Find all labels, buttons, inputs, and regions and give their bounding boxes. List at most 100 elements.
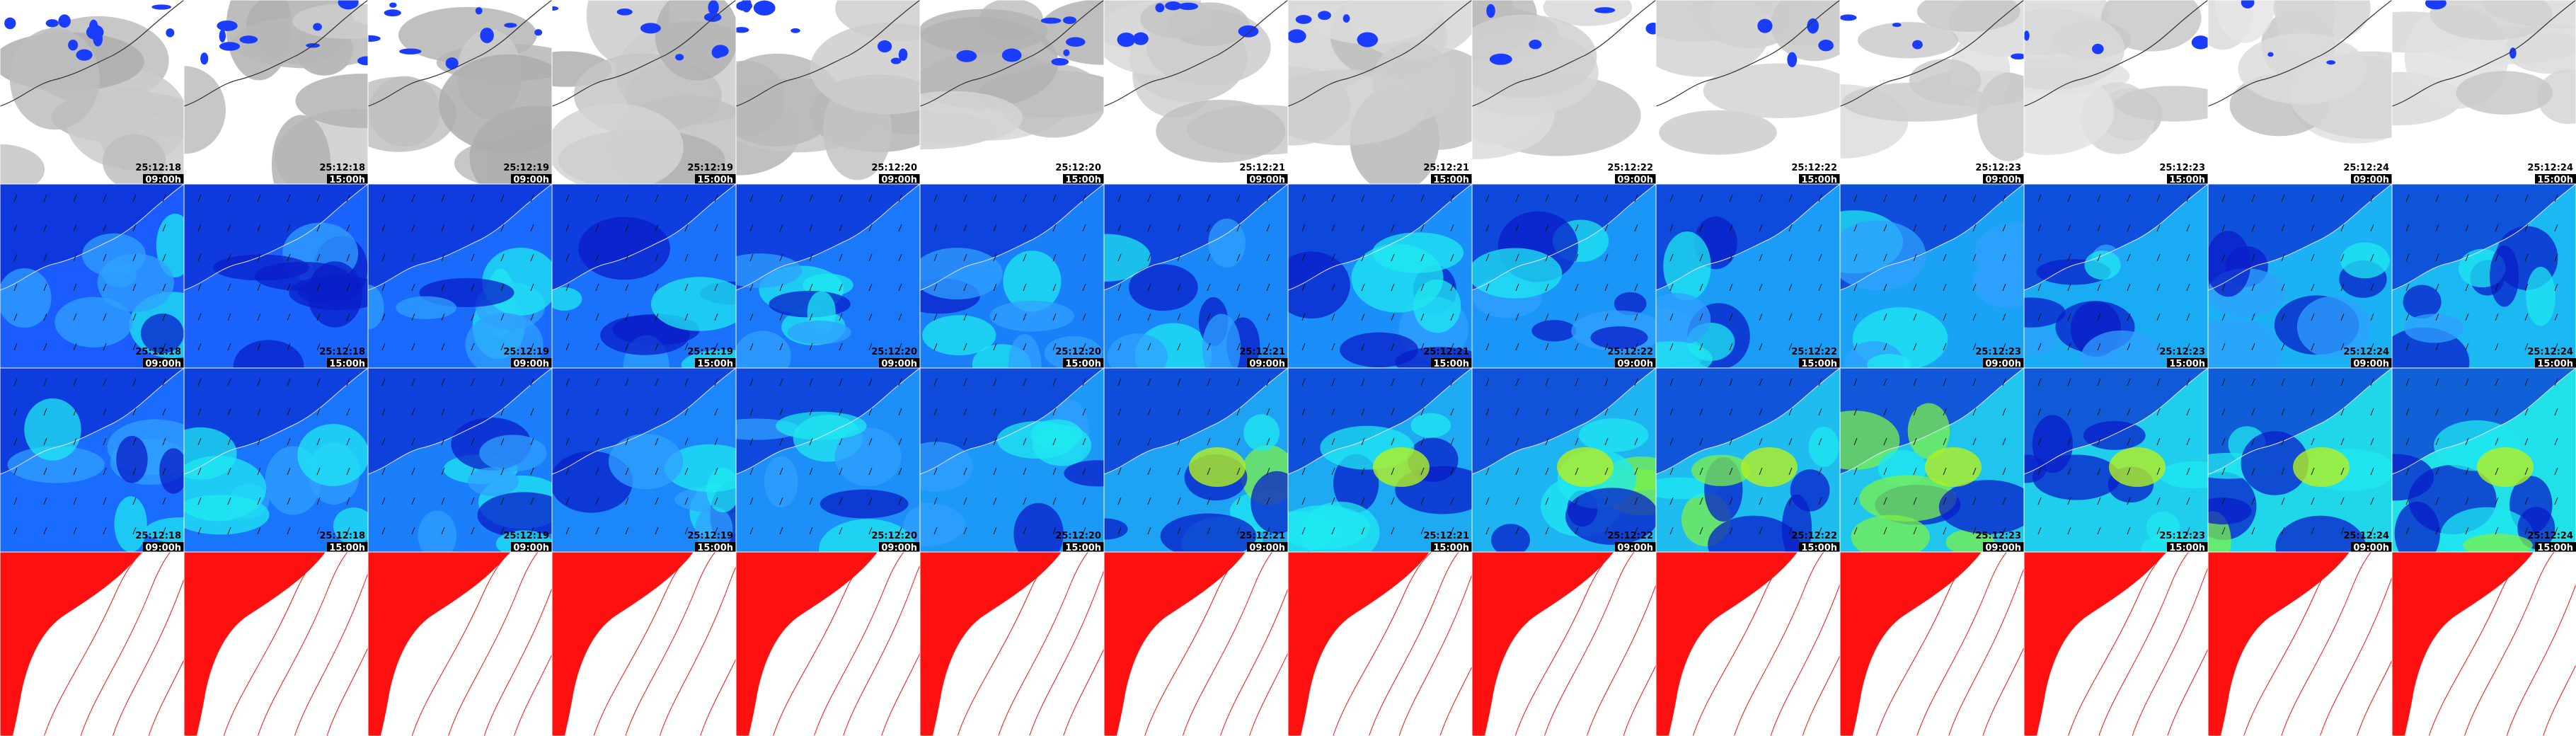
wind-arrow (1391, 437, 1395, 446)
wind-arrow (933, 194, 938, 202)
time-box (1615, 174, 1656, 184)
wind-arrow (530, 194, 534, 202)
wind-arrow (1759, 467, 1763, 476)
wind-arrow (2156, 408, 2161, 416)
contour-line (223, 552, 323, 736)
wind-arrow (565, 527, 570, 535)
contour-line (593, 552, 694, 736)
wind-arrow (2524, 437, 2529, 446)
wind-arrow (933, 253, 938, 262)
wind-arrow (1575, 224, 1579, 232)
wind-arrow (1301, 253, 1306, 262)
wind-arrow (500, 224, 505, 232)
wind-arrow (655, 253, 659, 262)
wind-arrow (779, 408, 783, 416)
time-box (2535, 174, 2576, 184)
wind-arrow (2554, 437, 2558, 446)
wind-max (2109, 447, 2166, 487)
wind-arrow (500, 408, 505, 416)
precip (1051, 58, 1069, 66)
wind-arrow (2156, 253, 2161, 262)
wind-arrow (868, 378, 873, 386)
tile-content (368, 552, 552, 736)
wind-arrow (73, 408, 77, 416)
wind-arrow (441, 194, 445, 202)
wind-arrow (1818, 194, 1822, 202)
wind-arrow (1972, 437, 1977, 446)
wind-arrow (1943, 253, 1947, 262)
wind-arrow (530, 497, 534, 505)
wind-arrow (1117, 253, 1122, 262)
wind-arrow (1883, 497, 1887, 505)
tile-content (2024, 368, 2208, 552)
tile-content (184, 184, 368, 368)
wind-arrow (2002, 283, 2006, 292)
wind-arrow (1604, 343, 1609, 351)
wind-arrow (500, 313, 505, 321)
wind-arrow (625, 527, 629, 535)
time-box (2351, 542, 2392, 552)
wind-arrow (2127, 253, 2131, 262)
tile-time: 09:00h (1249, 543, 1285, 553)
tile-content (1472, 0, 1656, 184)
wind-arrow (1818, 224, 1822, 232)
wind-arrow (1331, 467, 1335, 476)
wind-arrow (1853, 378, 1858, 386)
tile-time: 15:00h (2169, 359, 2205, 369)
wind-arrow (2435, 408, 2439, 416)
wind-arrow (227, 194, 231, 202)
cloud (1292, 0, 1447, 45)
contour-line (2428, 552, 2529, 736)
wind-arrow (1699, 527, 1703, 535)
tile-time: 15:00h (1065, 359, 1101, 369)
wind-arrow (1913, 497, 1917, 505)
wind-arrow (1361, 343, 1365, 351)
wind-arrow (1023, 408, 1027, 416)
wind-arrow (1117, 437, 1122, 446)
wind-arrow (1972, 194, 1977, 202)
field-patch (2024, 454, 2047, 483)
land-contours (1656, 552, 1798, 736)
precip (1912, 40, 1923, 50)
tile-date: 25:12:24 (2527, 531, 2573, 541)
wind-arrow (1420, 378, 1425, 386)
cloud (920, 91, 1023, 144)
wind-arrow (2370, 408, 2374, 416)
wind-arrow (1391, 194, 1395, 202)
tile-date: 25:12:24 (2343, 531, 2389, 541)
tile-date: 25:12:21 (1423, 347, 1469, 357)
wind-arrow (2495, 437, 2499, 446)
tile-time: 15:00h (2169, 543, 2205, 553)
wind-arrow (1301, 224, 1306, 232)
wind-arrow (1943, 224, 1947, 232)
wind-arrow (1052, 408, 1057, 416)
wind-arrow (2156, 313, 2161, 321)
time-box (1431, 174, 1472, 184)
wind-arrow (471, 467, 475, 476)
wind-arrow (2221, 313, 2226, 321)
cloud (292, 3, 368, 39)
contour-line (1063, 648, 1104, 736)
land-contours (1104, 552, 1246, 736)
tile-time: 09:00h (2353, 543, 2389, 553)
precip (1065, 37, 1086, 47)
wind-arrow (868, 408, 873, 416)
contour-line (957, 552, 1057, 736)
wind-arrow (2037, 467, 2042, 476)
tile-content (1472, 184, 1656, 368)
wind-arrow (1177, 313, 1181, 321)
field-patch (1243, 414, 1280, 452)
wind-arrow (1759, 408, 1763, 416)
cloud (1659, 110, 1777, 155)
contour-line (112, 578, 184, 736)
tile-time: 09:00h (1985, 543, 2021, 553)
coastline (368, 0, 552, 107)
tile-date: 25:12:22 (1607, 531, 1653, 541)
tile-date: 25:12:21 (1239, 163, 1285, 173)
field-patch (1859, 475, 1957, 522)
tile-date: 25:12:24 (2527, 347, 2573, 357)
wind-arrow (1883, 467, 1887, 476)
